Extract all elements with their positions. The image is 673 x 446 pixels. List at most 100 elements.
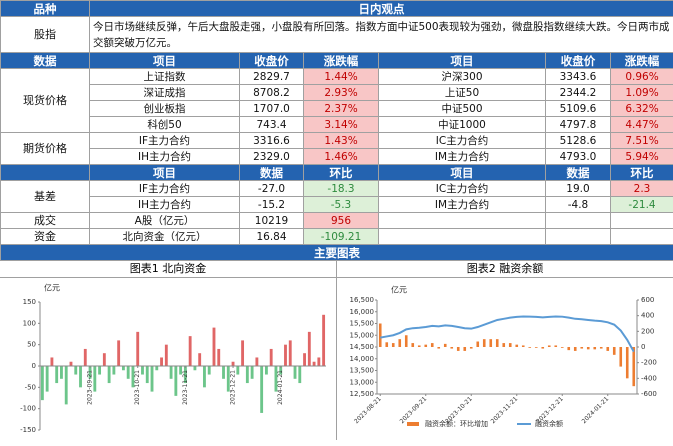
table-body: 品种 日内观点 股指 今日市场继续反弹，午后大盘股走强，小盘股有所回落。指数方面中证5… bbox=[0, 0, 673, 261]
header-cell: 项目 bbox=[89, 52, 240, 69]
header-cell: 项目 bbox=[89, 164, 240, 181]
cell: 6.32% bbox=[609, 100, 673, 117]
table-row: IH主力合约 2329.0 1.46% IM主力合约 4793.0 5.94% bbox=[1, 148, 673, 165]
bar bbox=[121, 366, 125, 371]
y-tick-label: 13,000 bbox=[350, 378, 375, 386]
bar bbox=[93, 366, 97, 392]
bar bbox=[102, 353, 106, 366]
y-tick-label: 100 bbox=[23, 319, 36, 327]
header-cell: 数据 bbox=[0, 52, 90, 69]
cell: 现货价格 bbox=[0, 68, 90, 133]
bar bbox=[217, 348, 221, 366]
empty-cell bbox=[545, 228, 611, 245]
cell: 股指 bbox=[0, 16, 90, 53]
cell: 上证50 bbox=[378, 84, 546, 101]
table-row: 深证成指 8708.2 2.93% 上证50 2344.2 1.09% bbox=[1, 84, 673, 101]
cell: IH主力合约 bbox=[89, 148, 240, 165]
legend-swatch bbox=[407, 422, 419, 426]
bar bbox=[612, 347, 616, 355]
bar bbox=[50, 357, 54, 366]
cell: 5.94% bbox=[609, 148, 673, 165]
cell: IM主力合约 bbox=[378, 196, 546, 213]
y2-tick-label: -200 bbox=[641, 359, 657, 367]
header-cell: 品种 bbox=[0, 0, 90, 17]
y2-tick-label: 400 bbox=[641, 312, 654, 320]
cell: 3316.6 bbox=[239, 132, 304, 149]
bar bbox=[443, 343, 447, 347]
bar bbox=[307, 331, 311, 366]
chart-title: 图表2 融资余额 bbox=[337, 261, 673, 278]
empty-cell bbox=[378, 228, 546, 245]
bar bbox=[64, 366, 68, 405]
bar bbox=[398, 339, 402, 347]
bar bbox=[632, 347, 636, 387]
y-tick-label: 15,500 bbox=[350, 320, 375, 328]
bar bbox=[293, 366, 297, 379]
bar bbox=[515, 344, 519, 347]
chart-title: 图表1 北向资金 bbox=[0, 261, 336, 278]
x-tick-label: 2023-10-21 bbox=[134, 370, 141, 405]
cell: 2.3 bbox=[609, 180, 673, 197]
bar bbox=[203, 366, 206, 388]
bar bbox=[476, 341, 480, 347]
bar bbox=[169, 366, 173, 379]
bar bbox=[150, 366, 154, 392]
header-cell: 涨跌幅 bbox=[303, 52, 379, 69]
bar bbox=[55, 366, 59, 384]
cell: 2.93% bbox=[303, 84, 379, 101]
bar bbox=[83, 348, 87, 366]
cell: 上证指数 bbox=[89, 68, 240, 85]
cell: 8708.2 bbox=[239, 84, 304, 101]
table-row: 现货价格 上证指数 2829.7 1.44% 沪深300 3343.6 0.96% bbox=[0, 68, 673, 133]
cell: -109.21 bbox=[303, 228, 379, 245]
table-row: 科创50 743.4 3.14% 中证1000 4797.8 4.47% bbox=[1, 116, 673, 133]
bar bbox=[586, 347, 590, 350]
bar bbox=[174, 366, 178, 396]
bar bbox=[573, 347, 577, 351]
bar bbox=[231, 361, 235, 366]
cell: -18.3 bbox=[303, 180, 379, 197]
bar bbox=[117, 340, 121, 366]
table-row: 主要图表 bbox=[0, 244, 673, 261]
bar bbox=[245, 366, 249, 384]
bar bbox=[456, 347, 460, 351]
bar bbox=[60, 366, 63, 379]
table-row: 基差 IF主力合约 -27.0 -18.3 IC主力合约 19.0 2.3 bbox=[0, 180, 673, 213]
cell: 沪深300 bbox=[378, 68, 546, 85]
cell: 10219 bbox=[239, 212, 304, 229]
bar bbox=[250, 366, 254, 379]
bar bbox=[322, 314, 326, 366]
bar bbox=[424, 344, 428, 347]
bar bbox=[45, 366, 49, 392]
cell: 2.37% bbox=[303, 100, 379, 117]
x-tick-label: 2024-01-21 bbox=[581, 395, 611, 425]
bar bbox=[136, 331, 140, 366]
cell: 2344.2 bbox=[545, 84, 611, 101]
legend-label: 融资余额 bbox=[535, 419, 563, 428]
bar bbox=[495, 339, 499, 347]
bar bbox=[502, 343, 506, 347]
cell: 0.96% bbox=[609, 68, 673, 85]
cell: 1.09% bbox=[609, 84, 673, 101]
bar bbox=[567, 347, 571, 351]
y-tick-label: 16,000 bbox=[350, 308, 375, 316]
cell: IF主力合约 bbox=[89, 132, 240, 149]
x-tick-label: 2023-09-21 bbox=[87, 370, 94, 405]
bar bbox=[112, 366, 116, 375]
y-axis-label: 亿元 bbox=[44, 283, 60, 293]
x-tick-label: 2024-01-21 bbox=[277, 370, 284, 405]
table-row: 资金 北向资金（亿元） 16.84 -109.21 bbox=[0, 228, 673, 245]
cell: -27.0 bbox=[239, 180, 304, 197]
legend-label: 融资余额：环比增加 bbox=[425, 419, 488, 428]
line bbox=[380, 315, 635, 353]
bar bbox=[599, 347, 603, 349]
y-tick-label: 150 bbox=[23, 298, 36, 306]
cell: 3343.6 bbox=[545, 68, 611, 85]
header-cell bbox=[0, 164, 90, 181]
y-tick-label: 50 bbox=[27, 341, 36, 349]
bar bbox=[98, 366, 102, 375]
bar bbox=[417, 345, 421, 347]
cell: 5128.6 bbox=[545, 132, 611, 149]
header-cell: 项目 bbox=[378, 164, 546, 181]
y2-tick-label: 200 bbox=[641, 327, 654, 335]
